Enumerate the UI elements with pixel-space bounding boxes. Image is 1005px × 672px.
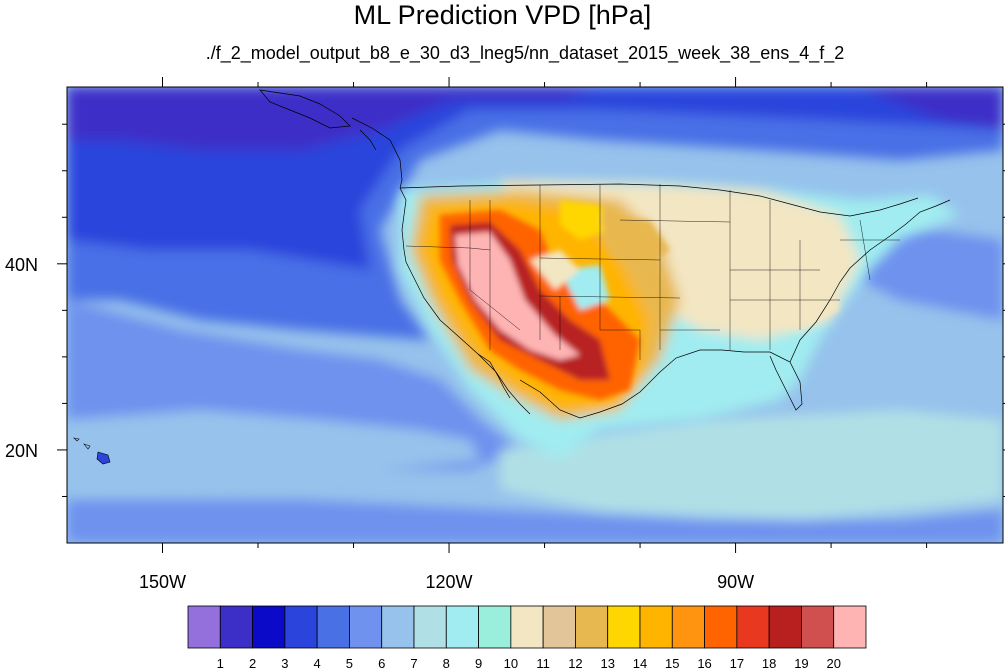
colorbar-swatch [381,605,415,649]
colorbar-label: 17 [730,656,744,671]
axis-ticks [57,77,1005,553]
axis-tick-labels: 150W 120W 90W 40N 20N [5,255,754,592]
colorbar-label: 15 [665,656,679,671]
colorbar-label: 1 [217,656,224,671]
map-title: ML Prediction VPD [hPa] [353,0,652,30]
colorbar-label: 6 [378,656,385,671]
lon-tick-label: 120W [426,572,473,592]
map-subtitle: ./f_2_model_output_b8_e_30_d3_lneg5/nn_d… [205,43,845,63]
vpd-field [67,87,1003,543]
colorbar-swatch [575,605,609,649]
colorbar-label: 13 [600,656,614,671]
colorbar-label: 7 [410,656,417,671]
colorbar-swatch [219,605,253,649]
colorbar-label: 8 [443,656,450,671]
colorbar-swatch [833,605,867,649]
colorbar-swatch [413,605,447,649]
colorbar-label: 14 [633,656,647,671]
colorbar-label: 5 [346,656,353,671]
colorbar-swatch [704,605,738,649]
colorbar-label: 20 [826,656,840,671]
colorbar-label: 4 [314,656,321,671]
lat-tick-label: 20N [5,441,38,461]
colorbar-label: 18 [762,656,776,671]
colorbar-label: 19 [794,656,808,671]
colorbar-label: 11 [536,656,550,671]
map-frame [66,86,1004,544]
colorbar-swatch [671,605,705,649]
colorbar: 1 2 3 4 5 6 7 8 9 10 11 12 13 14 15 16 17 18 19 20 [187,605,867,671]
colorbar-swatch [607,605,641,649]
colorbar-swatch [639,605,673,649]
colorbar-label: 9 [475,656,482,671]
colorbar-label: 12 [568,656,582,671]
colorbar-label: 2 [249,656,256,671]
colorbar-label: 10 [504,656,518,671]
colorbar-swatch [736,605,770,649]
colorbar-swatch [768,605,802,649]
state-borders [405,184,900,360]
colorbar-swatch [187,605,221,649]
colorbar-swatch [801,605,835,649]
lat-tick-label: 40N [5,255,38,275]
lon-tick-label: 90W [717,572,754,592]
colorbar-swatch [445,605,479,649]
colorbar-swatch [510,605,544,649]
colorbar-swatch [316,605,350,649]
colorbar-swatch [349,605,383,649]
lon-tick-label: 150W [139,572,186,592]
colorbar-swatch [478,605,512,649]
colorbar-swatch [542,605,576,649]
colorbar-label: 3 [281,656,288,671]
colorbar-label: 16 [697,656,711,671]
colorbar-swatch [284,605,318,649]
colorbar-swatch [252,605,286,649]
